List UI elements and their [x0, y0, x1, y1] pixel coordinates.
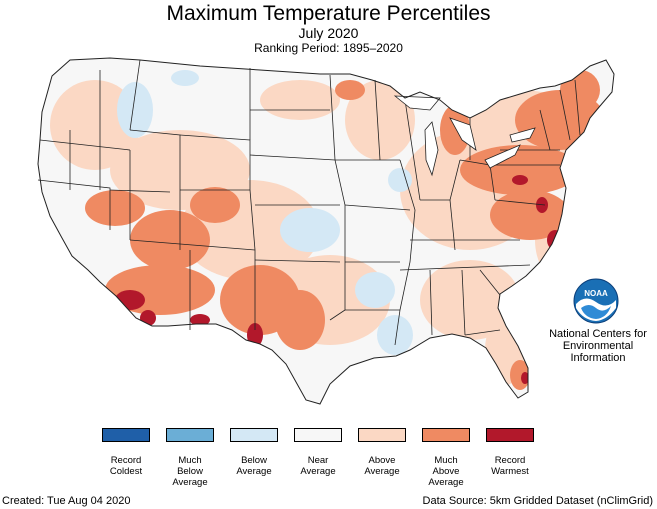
map-subtitle: July 2020 — [298, 25, 359, 41]
noaa-logo: NOAA — [573, 278, 619, 324]
legend-label-near: Near Average — [300, 455, 336, 477]
legend-label-below: Below Average — [236, 455, 272, 477]
legend-label-above: Above Average — [364, 455, 400, 477]
noaa-logo-text: NOAA — [584, 289, 608, 298]
legend-swatch-below — [230, 428, 278, 442]
ncei-label: National Centers for Environmental Infor… — [540, 328, 656, 364]
legend-label-much-above: Much Above Average — [428, 455, 464, 488]
legend-swatch-record-warmest — [486, 428, 534, 442]
legend-label-record-coldest: Record Coldest — [109, 455, 143, 477]
legend-swatch-above — [358, 428, 406, 442]
legend-swatch-record-coldest — [102, 428, 150, 442]
legend-swatch-near — [294, 428, 342, 442]
legend-swatch-much-below — [166, 428, 214, 442]
ncei-line-2: Environmental — [562, 340, 634, 352]
us-outline — [37, 57, 615, 405]
ncei-line-3: Information — [570, 352, 626, 364]
legend-label-much-below: Much Below Average — [172, 455, 208, 488]
us-percentile-map — [37, 57, 615, 405]
map-title: Maximum Temperature Percentiles — [166, 2, 491, 25]
below-average-regions — [117, 70, 413, 355]
great-lakes — [393, 95, 536, 177]
data-source: Data Source: 5km Gridded Dataset (nClimG… — [422, 495, 653, 507]
state-boundaries — [37, 59, 581, 346]
ncei-line-1: National Centers for — [549, 328, 647, 340]
created-date: Created: Tue Aug 04 2020 — [2, 495, 131, 507]
ranking-period: Ranking Period: 1895–2020 — [254, 41, 403, 55]
legend-swatch-much-above — [422, 428, 470, 442]
legend-label-record-warmest: Record Warmest — [491, 455, 529, 477]
